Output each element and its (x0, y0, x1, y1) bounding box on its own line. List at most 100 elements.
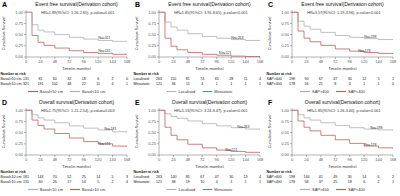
svg-text:25: 25 (82, 175, 86, 179)
svg-text:Number at risk: Number at risk (134, 170, 159, 174)
svg-text:SAP<400: SAP<400 (267, 180, 282, 184)
svg-text:1: 1 (126, 82, 128, 86)
svg-text:48: 48 (186, 157, 191, 162)
svg-text:24: 24 (304, 157, 309, 162)
svg-text:0.75: 0.75 (148, 21, 157, 26)
svg-text:6: 6 (363, 180, 365, 184)
svg-text:0.50: 0.50 (148, 32, 157, 37)
svg-text:Localised:: Localised: (134, 77, 150, 81)
svg-text:Overall survival(Derivation co: Overall survival(Derivation cohort) (305, 99, 381, 105)
svg-text:72: 72 (333, 157, 338, 162)
svg-text:96: 96 (347, 59, 352, 64)
svg-text:0.75: 0.75 (281, 21, 290, 26)
svg-text:No=263: No=263 (231, 36, 243, 40)
svg-text:30: 30 (229, 175, 233, 179)
svg-text:No=131: No=131 (98, 142, 110, 146)
svg-text:32: 32 (67, 77, 71, 81)
svg-text:10: 10 (200, 180, 204, 184)
svg-text:19: 19 (186, 180, 190, 184)
svg-text:Time(in months): Time(in months) (62, 66, 91, 70)
svg-text:1: 1 (259, 82, 261, 86)
svg-text:Basal<10 cm: Basal<10 cm (8, 82, 21, 86)
svg-text:121: 121 (156, 82, 162, 86)
svg-text:4: 4 (259, 77, 261, 81)
svg-text:131: 131 (23, 77, 29, 81)
svg-text:Event free survival(Derivation: Event free survival(Derivation cohort) (35, 1, 118, 7)
svg-text:74: 74 (200, 77, 204, 81)
svg-text:144: 144 (375, 59, 382, 64)
svg-text:110: 110 (171, 77, 177, 81)
svg-text:144: 144 (37, 175, 43, 179)
svg-text:3: 3 (349, 82, 351, 86)
svg-text:17: 17 (67, 180, 71, 184)
svg-text:HR=1.75(95%CI: 1.21-2.54), p-v: HR=1.75(95%CI: 1.21-2.54), p-value=0.003 (41, 109, 114, 113)
svg-text:1: 1 (230, 82, 232, 86)
svg-text:5: 5 (97, 180, 99, 184)
svg-text:2: 2 (112, 77, 114, 81)
svg-text:HR=3.57(95%CI: 1.19-3.96), p-v: HR=3.57(95%CI: 1.19-3.96), p-value<0.001 (307, 11, 380, 15)
svg-text:56: 56 (304, 82, 308, 86)
svg-text:0.75: 0.75 (148, 119, 157, 124)
svg-text:1.00: 1.00 (15, 108, 24, 113)
svg-text:0.25: 0.25 (15, 141, 24, 146)
svg-text:Cumulative Survival: Cumulative Survival (268, 115, 272, 149)
svg-text:72: 72 (67, 157, 72, 162)
svg-text:0.25: 0.25 (148, 141, 157, 146)
svg-text:102: 102 (52, 82, 58, 86)
svg-text:HR=5.85(95%CI: 3.95-8.65), p-v: HR=5.85(95%CI: 3.95-8.65), p-value<0.001 (174, 11, 247, 15)
svg-text:2: 2 (112, 180, 114, 184)
svg-text:48: 48 (186, 59, 191, 64)
svg-text:58: 58 (304, 180, 308, 184)
svg-text:120: 120 (95, 157, 102, 162)
svg-text:1: 1 (245, 180, 247, 184)
svg-text:0: 0 (25, 59, 28, 64)
svg-text:81: 81 (38, 77, 42, 81)
svg-text:96: 96 (81, 59, 86, 64)
svg-text:24: 24 (304, 59, 309, 64)
svg-text:0.00: 0.00 (281, 152, 290, 157)
svg-text:85: 85 (186, 175, 190, 179)
svg-text:263: 263 (156, 175, 162, 179)
svg-text:18: 18 (82, 77, 86, 81)
svg-text:Overall survival(Derivation co: Overall survival(Derivation cohort) (39, 99, 115, 105)
svg-text:1: 1 (259, 180, 261, 184)
svg-text:C: C (268, 1, 273, 8)
svg-text:28: 28 (229, 77, 233, 81)
svg-text:1: 1 (216, 82, 218, 86)
svg-text:12: 12 (362, 77, 366, 81)
svg-text:181: 181 (23, 175, 29, 179)
svg-text:144: 144 (242, 157, 249, 162)
svg-text:168: 168 (390, 157, 392, 162)
svg-text:HR=5.13(95%CI: 3.24-8.47), p-v: HR=5.13(95%CI: 3.24-8.47), p-value<0.001 (174, 109, 247, 113)
svg-text:No=198: No=198 (364, 35, 376, 39)
svg-text:4: 4 (112, 82, 114, 86)
svg-text:168: 168 (124, 157, 131, 162)
svg-text:14: 14 (96, 175, 100, 179)
svg-text:24: 24 (171, 157, 176, 162)
svg-text:0.00: 0.00 (15, 152, 24, 157)
svg-text:HR=1.89(95%CI: 1.26-2.85), p-v: HR=1.89(95%CI: 1.26-2.85), p-value=0.001 (41, 11, 114, 15)
svg-text:1.00: 1.00 (148, 108, 157, 113)
svg-text:F: F (268, 99, 273, 106)
svg-text:3: 3 (126, 175, 128, 179)
svg-text:70: 70 (53, 175, 57, 179)
svg-text:47: 47 (215, 175, 219, 179)
svg-text:Time(in months): Time(in months) (195, 66, 224, 70)
svg-text:263: 263 (156, 77, 162, 81)
svg-text:24: 24 (38, 157, 43, 162)
svg-text:41: 41 (319, 175, 323, 179)
svg-text:No=131: No=131 (98, 49, 110, 53)
svg-text:30: 30 (348, 175, 352, 179)
svg-text:Event free survival(Derivation: Event free survival(Derivation cohort) (301, 1, 384, 7)
svg-text:198: 198 (289, 175, 295, 179)
svg-text:Number at risk: Number at risk (8, 72, 26, 76)
svg-text:0.00: 0.00 (148, 152, 157, 157)
svg-text:2: 2 (378, 180, 380, 184)
svg-text:4: 4 (259, 175, 261, 179)
svg-text:37: 37 (319, 180, 323, 184)
svg-text:0: 0 (291, 59, 294, 64)
svg-text:Number at risk: Number at risk (8, 170, 26, 174)
svg-text:No=263: No=263 (237, 125, 249, 129)
svg-text:120: 120 (228, 59, 235, 64)
svg-text:8: 8 (334, 82, 336, 86)
